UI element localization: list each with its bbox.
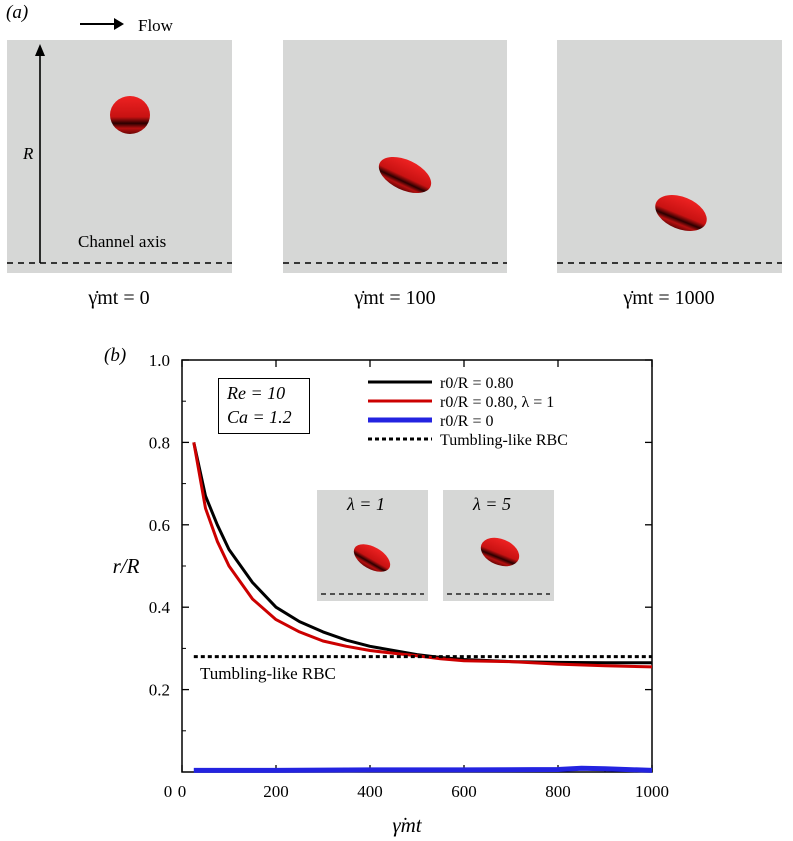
y-tick-label: 0.6 bbox=[149, 516, 170, 535]
rbc-cell bbox=[110, 96, 150, 134]
panel-a-label: (a) bbox=[6, 2, 29, 23]
x-tick-label: 0 bbox=[178, 782, 187, 801]
series-line-1 bbox=[192, 442, 653, 669]
legend-label-0: r0/R = 0.80 bbox=[440, 375, 513, 392]
legend-label-2: r0/R = 0 bbox=[440, 413, 493, 430]
y-axis-label: r/R bbox=[113, 554, 140, 578]
y-tick-label: 1.0 bbox=[149, 351, 170, 370]
legend-label-3: Tumbling-like RBC bbox=[440, 432, 568, 449]
time-label-1000: γ̇mt = 1000 bbox=[623, 287, 715, 309]
snapshot-t100 bbox=[283, 40, 507, 273]
rbc-cell bbox=[378, 156, 432, 194]
snapshot-t1000 bbox=[557, 40, 782, 273]
x-tick-label: 800 bbox=[545, 782, 571, 801]
inset-lambda-5: λ = 5 bbox=[443, 490, 554, 601]
y-tick-label: 0.2 bbox=[149, 681, 170, 700]
inset-lambda-1: λ = 1 bbox=[317, 490, 428, 601]
x-tick-label: 1000 bbox=[635, 782, 669, 801]
x-origin-label: 0 bbox=[164, 782, 173, 801]
y-tick-label: 0.4 bbox=[149, 598, 171, 617]
series-line-2 bbox=[193, 765, 653, 773]
snapshot-t0: R Channel axis bbox=[7, 40, 232, 273]
x-tick-label: 600 bbox=[451, 782, 477, 801]
y-tick-label: 0.8 bbox=[149, 433, 170, 452]
rbc-cell bbox=[480, 537, 520, 567]
rbc-cell bbox=[655, 195, 707, 231]
panel-b-label: (b) bbox=[104, 345, 127, 366]
channel-axis-label: Channel axis bbox=[78, 232, 167, 251]
tumbling-annotation: Tumbling-like RBC bbox=[200, 664, 336, 683]
time-label-0: γ̇mt = 0 bbox=[88, 287, 150, 309]
flow-arrow-icon bbox=[80, 18, 124, 30]
param-ca: Ca = 1.2 bbox=[227, 407, 292, 427]
param-re: Re = 10 bbox=[227, 383, 286, 403]
x-tick-label: 200 bbox=[263, 782, 289, 801]
flow-label: Flow bbox=[138, 16, 173, 35]
chart: 0 200 400 600 800 1000 0.2 0.4 0.6 0.8 1.0 0 γ̇mt r/R… bbox=[113, 351, 669, 837]
params-box: Re = 10 Ca = 1.2 bbox=[218, 378, 310, 434]
x-tick-label: 400 bbox=[357, 782, 383, 801]
time-label-100: γ̇mt = 100 bbox=[354, 287, 436, 309]
x-axis-label: γ̇mt bbox=[392, 813, 422, 837]
inset-label: λ = 5 bbox=[473, 494, 511, 514]
radius-label: R bbox=[23, 144, 34, 163]
inset-label: λ = 1 bbox=[347, 494, 385, 514]
rbc-cell bbox=[353, 544, 391, 572]
legend-label-1: r0/R = 0.80, λ = 1 bbox=[440, 394, 554, 411]
